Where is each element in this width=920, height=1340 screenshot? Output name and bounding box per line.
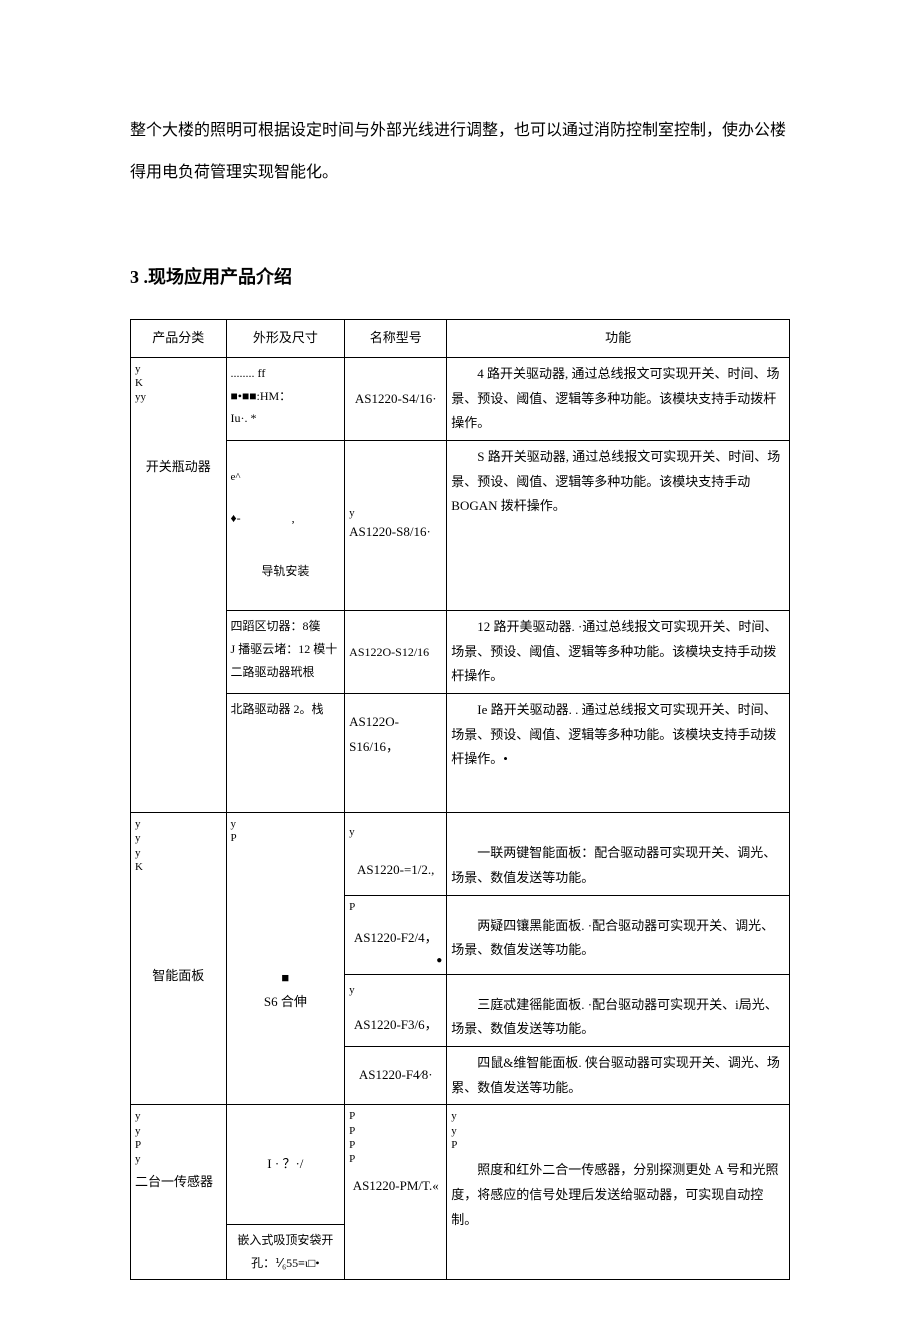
cell-category: y y y K 智能面板 xyxy=(131,813,227,1105)
table-header-row: 产品分类 外形及尺寸 名称型号 功能 xyxy=(131,320,790,358)
cell-function: 4 路开关驱动器, 通过总线报文可实现开关、时间、场景、预设、阈值、逻辑等多种功… xyxy=(447,357,790,440)
cell-function: 12 路开美驱动器. ·通过总线报文可实现开关、时间、场景、预设、阈值、逻辑等多… xyxy=(447,611,790,694)
intro-paragraph: 整个大楼的照明可根据设定时间与外部光线进行调整，也可以通过消防控制室控制，使办公… xyxy=(130,110,790,193)
cell-shape: 四蹈区切器：8篌 J 播驱云堵：12 模十 二路驱动器玳根 xyxy=(226,611,345,694)
cat-marks: y y P y xyxy=(135,1109,222,1166)
cell-function: 两疑四镶黑能面板. ·配合驱动器可实现开关、调光、场景、数值发送等功能。 xyxy=(447,895,790,974)
cell-category: y y P y 二台一传感器 xyxy=(131,1105,227,1280)
cell-function: 一联两键智能面板：配合驱动器可实现开关、调光、场景、数值发送等功能。 xyxy=(447,813,790,895)
header-shape: 外形及尺寸 xyxy=(226,320,345,358)
section-title: 3 .现场应用产品介绍 xyxy=(130,263,790,289)
cell-shape: 北路驱动器 2。栈 xyxy=(226,694,345,813)
cell-function: Ie 路开关驱动器. . 通过总线报文可实现开关、时间、场景、预设、阈值、逻辑等… xyxy=(447,694,790,813)
table-row: 四蹈区切器：8篌 J 播驱云堵：12 模十 二路驱动器玳根 AS122O-S12… xyxy=(131,611,790,694)
cell-shape: e^ ♦- , 导轨安装 xyxy=(226,440,345,610)
cell-shape: I · ？·/ xyxy=(226,1105,345,1225)
cat-label: 智能面板 xyxy=(135,964,222,989)
cell-model: AS1220-S4/16· xyxy=(345,357,447,440)
cell-category: y K yy 开关瓶动器 xyxy=(131,357,227,812)
table-row: y y y K 智能面板 y P ■ S6 合伸 y AS1220-=1/2.,… xyxy=(131,813,790,895)
product-table: 产品分类 外形及尺寸 名称型号 功能 y K yy 开关瓶动器 ........… xyxy=(130,319,790,1280)
header-category: 产品分类 xyxy=(131,320,227,358)
cell-shape: ........ ff ■•■■:HM： Iu·. * xyxy=(226,357,345,440)
cat-marks: y y y K xyxy=(135,817,222,874)
cell-model: y AS1220-=1/2., xyxy=(345,813,447,895)
table-row: y y P y 二台一传感器 I · ？·/ P P P P AS1220-PM… xyxy=(131,1105,790,1225)
cell-model: AS1220-F4⁄8· xyxy=(345,1046,447,1104)
cell-shape: 嵌入式吸顶安袋开孔：⅟₆55≡ι□• xyxy=(226,1225,345,1280)
cat-label: 二台一传感器 xyxy=(135,1170,222,1195)
cat-marks: y K yy xyxy=(135,362,222,405)
cell-model: P AS1220-F2/4， ● xyxy=(345,895,447,974)
table-row: e^ ♦- , 导轨安装 y AS1220-S8/16· S 路开关驱动器, 通… xyxy=(131,440,790,610)
cell-model: AS122O-S16/16， xyxy=(345,694,447,813)
cat-label: 开关瓶动器 xyxy=(135,455,222,480)
cell-model: y AS1220-F3/6， xyxy=(345,974,447,1046)
cell-function: 三庭忒建徭能面板. ·配台驱动器可实现开关、i局光、场景、数值发送等功能。 xyxy=(447,974,790,1046)
cell-model: y AS1220-S8/16· xyxy=(345,440,447,610)
cell-model: P P P P AS1220-PM/T.« xyxy=(345,1105,447,1280)
cell-shape: y P ■ S6 合伸 xyxy=(226,813,345,1105)
header-function: 功能 xyxy=(447,320,790,358)
cell-function: S 路开关驱动器, 通过总线报文可实现开关、时间、场景、预设、阈值、逻辑等多种功… xyxy=(447,440,790,610)
cell-function: y y P 照度和红外二合一传感器，分别探测更处 A 号和光照度，将感应的信号处… xyxy=(447,1105,790,1280)
header-model: 名称型号 xyxy=(345,320,447,358)
cell-model: AS122O-S12/16 xyxy=(345,611,447,694)
table-row: y K yy 开关瓶动器 ........ ff ■•■■:HM： Iu·. *… xyxy=(131,357,790,440)
table-row: 北路驱动器 2。栈 AS122O-S16/16， Ie 路开关驱动器. . 通过… xyxy=(131,694,790,813)
cell-function: 四鼠&维智能面板. 侠台驱动器可实现开关、调光、场累、数值发送等功能。 xyxy=(447,1046,790,1104)
